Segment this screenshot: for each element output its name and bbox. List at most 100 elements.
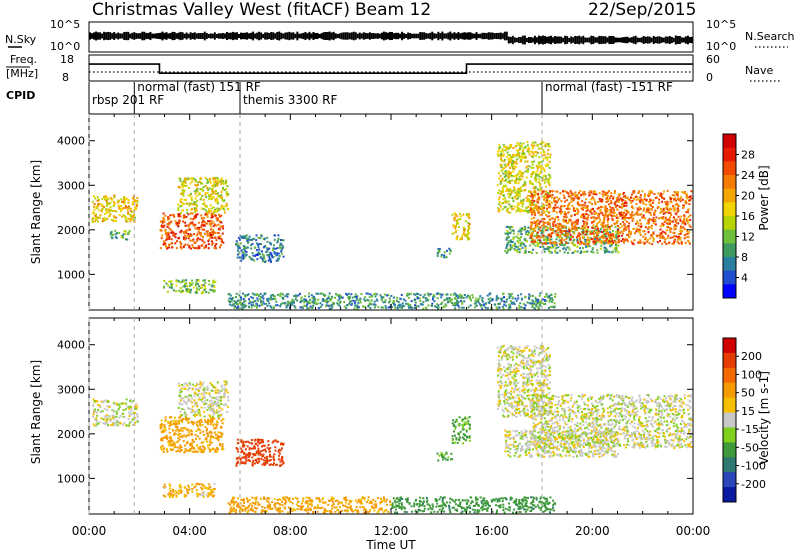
nsky-mark xyxy=(173,31,176,41)
echo-cell xyxy=(649,218,652,221)
nsky-mark xyxy=(403,33,406,39)
echo-cell xyxy=(507,242,510,245)
nsky-mark xyxy=(354,32,357,40)
echo-cell xyxy=(509,228,512,231)
echo-cell xyxy=(257,293,260,296)
echo-cell xyxy=(509,245,512,248)
echo-cell xyxy=(359,297,362,300)
echo-cell xyxy=(92,205,95,208)
echo-cell xyxy=(571,194,574,197)
echo-cell xyxy=(526,144,529,147)
echo-cell xyxy=(673,209,676,212)
echo-cell xyxy=(538,222,541,225)
echo-cell xyxy=(269,258,272,261)
echo-cell xyxy=(127,205,130,208)
echo-cell xyxy=(612,195,615,198)
echo-cell xyxy=(551,194,554,197)
echo-cell xyxy=(518,307,521,310)
echo-cell xyxy=(591,226,594,229)
echo-cell xyxy=(565,241,568,244)
echo-cell xyxy=(257,243,260,246)
echo-cell xyxy=(165,231,168,234)
echo-cell xyxy=(201,221,204,224)
echo-cell xyxy=(614,241,617,244)
echo-cell xyxy=(466,233,469,236)
echo-cell xyxy=(660,233,663,236)
echo-cell xyxy=(504,179,507,182)
echo-cell xyxy=(195,214,198,217)
echo-cell xyxy=(111,414,114,417)
nsky-mark xyxy=(602,36,605,44)
echo-cell xyxy=(537,219,540,222)
echo-cell xyxy=(667,211,670,214)
echo-cell xyxy=(113,210,116,213)
echo-cell xyxy=(363,298,366,301)
echo-cell xyxy=(279,305,282,308)
echo-cell xyxy=(683,219,686,222)
echo-cell xyxy=(528,199,531,202)
echo-cell xyxy=(124,408,127,411)
echo-cell xyxy=(223,199,226,202)
echo-cell xyxy=(510,158,513,161)
echo-cell xyxy=(293,294,296,297)
echo-cell xyxy=(669,198,672,201)
nsky-mark xyxy=(521,35,524,45)
echo-cell xyxy=(177,207,180,210)
echo-cell xyxy=(207,243,210,246)
nsky-mark xyxy=(501,33,504,39)
echo-cell xyxy=(332,302,335,305)
echo-cell xyxy=(530,241,533,244)
echo-cell xyxy=(129,405,132,408)
nsky-mark xyxy=(213,32,216,40)
echo-cell xyxy=(214,184,217,187)
echo-cell xyxy=(94,408,97,411)
echo-cell xyxy=(181,186,184,189)
echo-cell xyxy=(503,175,506,178)
nsky-mark xyxy=(674,35,677,45)
echo-cell xyxy=(614,189,617,192)
echo-cell xyxy=(495,297,498,300)
echo-cell xyxy=(202,291,205,294)
echo-cell xyxy=(649,237,652,240)
echo-cell xyxy=(510,205,513,208)
echo-cell xyxy=(160,419,163,422)
echo-cell xyxy=(229,294,232,297)
echo-cell xyxy=(210,188,213,191)
echo-cell xyxy=(193,208,196,211)
echo-cell xyxy=(256,252,259,255)
echo-cell xyxy=(596,251,599,254)
echo-cell xyxy=(626,196,629,199)
nsky-mark xyxy=(634,35,637,45)
echo-cell xyxy=(534,226,537,229)
echo-cell xyxy=(212,195,215,198)
nsky-mark xyxy=(668,36,671,44)
echo-cell xyxy=(631,219,634,222)
echo-cell xyxy=(388,305,391,308)
echo-cell xyxy=(206,222,209,225)
echo-cell xyxy=(197,446,200,449)
nsky-mark xyxy=(616,37,619,43)
echo-cell xyxy=(227,207,230,210)
echo-cell xyxy=(553,302,556,305)
echo-cell xyxy=(626,225,629,228)
echo-cell xyxy=(550,228,553,231)
echo-cell xyxy=(215,190,218,193)
echo-cell xyxy=(509,231,512,234)
nsky-mark xyxy=(242,32,245,40)
echo-cell xyxy=(609,212,612,215)
nsky-mark xyxy=(670,36,673,44)
echo-cell xyxy=(387,294,390,297)
power-ylabel: Slant Range [km] xyxy=(29,160,43,264)
echo-cell xyxy=(639,194,642,197)
echo-cell xyxy=(107,196,110,199)
echo-cell xyxy=(238,252,241,255)
echo-cell xyxy=(253,304,256,307)
echo-cell xyxy=(183,285,186,288)
echo-cell xyxy=(272,256,275,259)
echo-cell xyxy=(498,196,501,199)
echo-cell xyxy=(211,234,214,237)
nsky-mark xyxy=(608,35,611,45)
nsearch-tick-bottom: 10^0 xyxy=(706,40,736,53)
echo-cell xyxy=(588,194,591,197)
echo-cell xyxy=(243,305,246,308)
